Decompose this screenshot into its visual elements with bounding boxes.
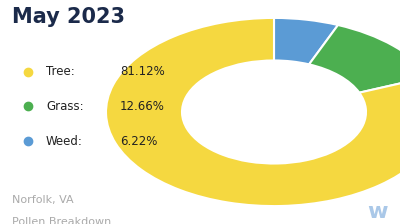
Text: Norfolk, VA: Norfolk, VA [12, 195, 74, 205]
Text: 12.66%: 12.66% [120, 100, 165, 113]
Text: May 2023: May 2023 [12, 7, 125, 27]
Wedge shape [106, 18, 400, 206]
Text: w: w [368, 202, 388, 222]
Wedge shape [274, 18, 338, 64]
Text: 81.12%: 81.12% [120, 65, 165, 78]
Wedge shape [309, 25, 400, 93]
Text: Tree:: Tree: [46, 65, 75, 78]
Text: Grass:: Grass: [46, 100, 84, 113]
Text: 6.22%: 6.22% [120, 135, 157, 148]
Text: Pollen Breakdown: Pollen Breakdown [12, 217, 111, 224]
Text: Weed:: Weed: [46, 135, 83, 148]
